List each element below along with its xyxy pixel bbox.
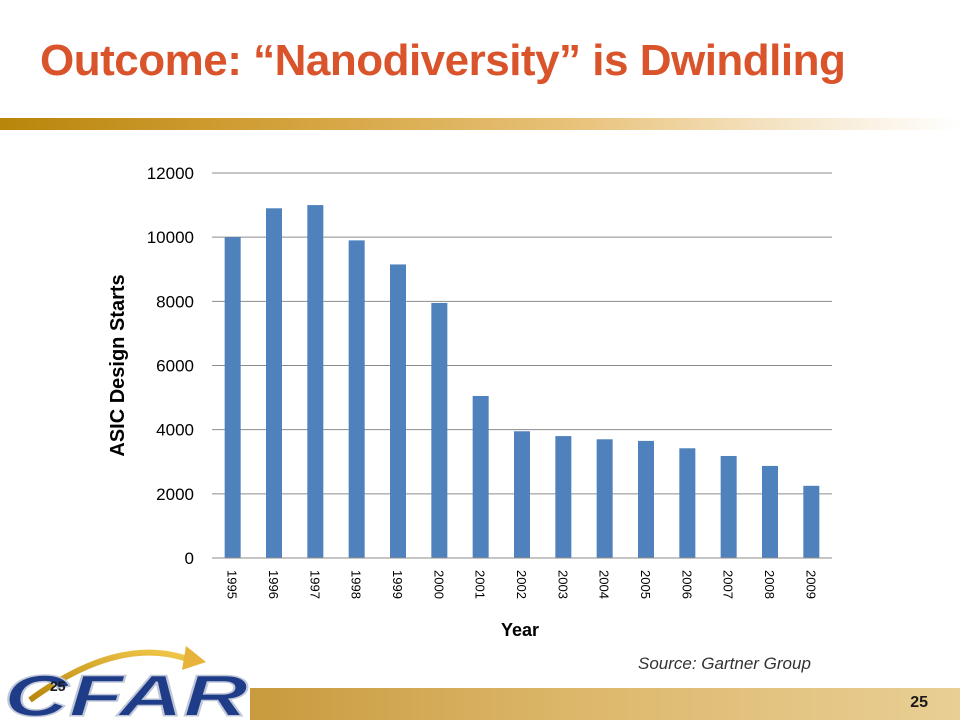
bar-2007: [720, 455, 737, 558]
bar-2004: [596, 439, 613, 558]
bar-2003: [555, 436, 572, 558]
source-citation: Source: Gartner Group: [638, 654, 811, 673]
footer-bar: [250, 688, 960, 720]
x-tick-label: 2004: [597, 570, 612, 599]
y-tick-label: 2000: [156, 485, 194, 504]
x-tick-label: 2001: [473, 570, 488, 599]
x-tick-label: 2002: [514, 570, 529, 599]
y-tick-label: 4000: [156, 421, 194, 440]
x-tick-label: 2007: [721, 570, 736, 599]
bar-1997: [307, 205, 324, 559]
svg-text:CFAR: CFAR: [4, 664, 248, 720]
x-tick-label: 1996: [266, 570, 281, 599]
cfar-logo: CFAR: [3, 646, 249, 720]
bar-1998: [348, 240, 365, 558]
x-tick-label: 1997: [307, 570, 322, 599]
y-tick-labels: 0 2000 4000 6000 8000 10000 12000: [147, 164, 194, 568]
bar-2009: [803, 485, 820, 558]
bar-1999: [390, 264, 406, 558]
x-tick-label: 2009: [803, 570, 818, 599]
x-tick-label: 2003: [555, 570, 570, 599]
bar-2000: [431, 302, 448, 558]
bar-2001: [472, 395, 489, 558]
bar-chart: 0 2000 4000 6000 8000 10000 12000 1995 1996 1997…: [107, 164, 832, 640]
x-tick-label: 2006: [679, 570, 694, 599]
slide-number-overlay: 25: [50, 678, 66, 694]
x-tick-label: 1995: [225, 570, 240, 599]
slide-number: 25: [910, 694, 928, 711]
x-axis-label: Year: [501, 620, 539, 640]
y-tick-label: 8000: [156, 292, 194, 311]
x-tick-label: 2005: [638, 570, 653, 599]
y-tick-label: 12000: [147, 164, 194, 183]
y-tick-label: 6000: [156, 357, 194, 376]
bar-2005: [638, 440, 654, 558]
y-axis-label: ASIC Design Starts: [107, 274, 129, 456]
x-tick-label: 1998: [349, 570, 364, 599]
slide-title: Outcome: “Nanodiversity” is Dwindling: [40, 36, 846, 85]
bar-2008: [762, 465, 778, 558]
title-divider: [0, 118, 960, 130]
x-tick-label: 2008: [762, 570, 777, 599]
x-tick-labels: 1995 1996 1997 1998 1999 2000 2001 2002 2003 2004…: [225, 570, 819, 599]
bar-1995: [224, 237, 241, 558]
bar-2006: [679, 448, 696, 558]
chart-bars: [224, 205, 820, 559]
x-tick-label: 2000: [431, 570, 446, 599]
y-tick-label: 0: [185, 549, 194, 568]
bar-1996: [266, 208, 282, 558]
y-tick-label: 10000: [147, 228, 194, 247]
x-tick-label: 1999: [390, 570, 405, 599]
bar-2002: [514, 431, 530, 558]
